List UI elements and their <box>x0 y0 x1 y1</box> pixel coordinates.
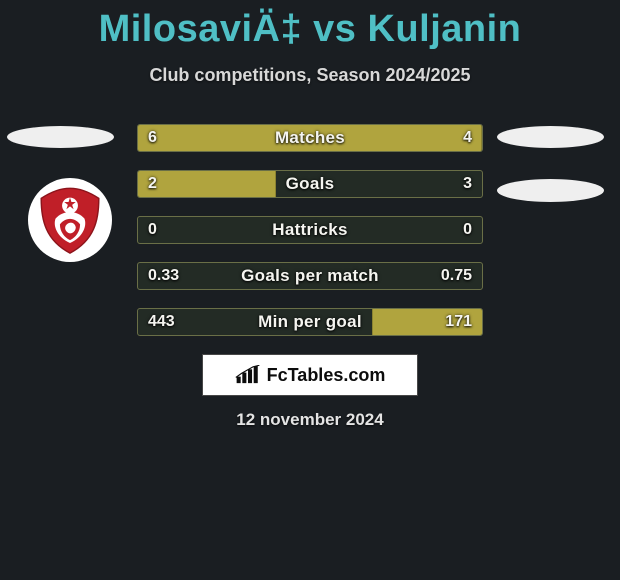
stat-value-left: 0 <box>148 217 157 243</box>
stat-value-right: 0.75 <box>441 263 472 289</box>
bar-fill-left <box>138 171 276 197</box>
brand-text: FcTables.com <box>267 365 386 386</box>
stat-value-left: 0.33 <box>148 263 179 289</box>
right-mid-ellipse <box>497 179 604 202</box>
stat-row: 23Goals <box>137 170 483 198</box>
stat-row: 0.33 0.75Goals per match <box>137 262 483 290</box>
left-top-ellipse <box>7 126 114 148</box>
page-subtitle: Club competitions, Season 2024/2025 <box>0 65 620 86</box>
stat-row: 443171Min per goal <box>137 308 483 336</box>
stat-value-right: 0 <box>463 217 472 243</box>
bar-fill-left <box>138 125 482 151</box>
comparison-bars: 64Matches 23Goals 0 0Hattricks 0.33 0.75Goals… <box>137 124 483 354</box>
bar-fill-right <box>372 309 482 335</box>
brand-box: FcTables.com <box>202 354 418 396</box>
shield-icon <box>34 184 106 256</box>
image-date: 12 november 2024 <box>0 410 620 430</box>
club-badge-left <box>28 178 112 262</box>
stat-value-right: 3 <box>463 171 472 197</box>
page-title: MilosaviÄ‡ vs Kuljanin <box>0 0 620 51</box>
stat-label: Goals per match <box>138 263 482 289</box>
stat-label: Hattricks <box>138 217 482 243</box>
stat-row: 0 0Hattricks <box>137 216 483 244</box>
stat-row: 64Matches <box>137 124 483 152</box>
right-top-ellipse <box>497 126 604 148</box>
barchart-icon <box>235 365 261 385</box>
stat-value-left: 443 <box>148 309 175 335</box>
